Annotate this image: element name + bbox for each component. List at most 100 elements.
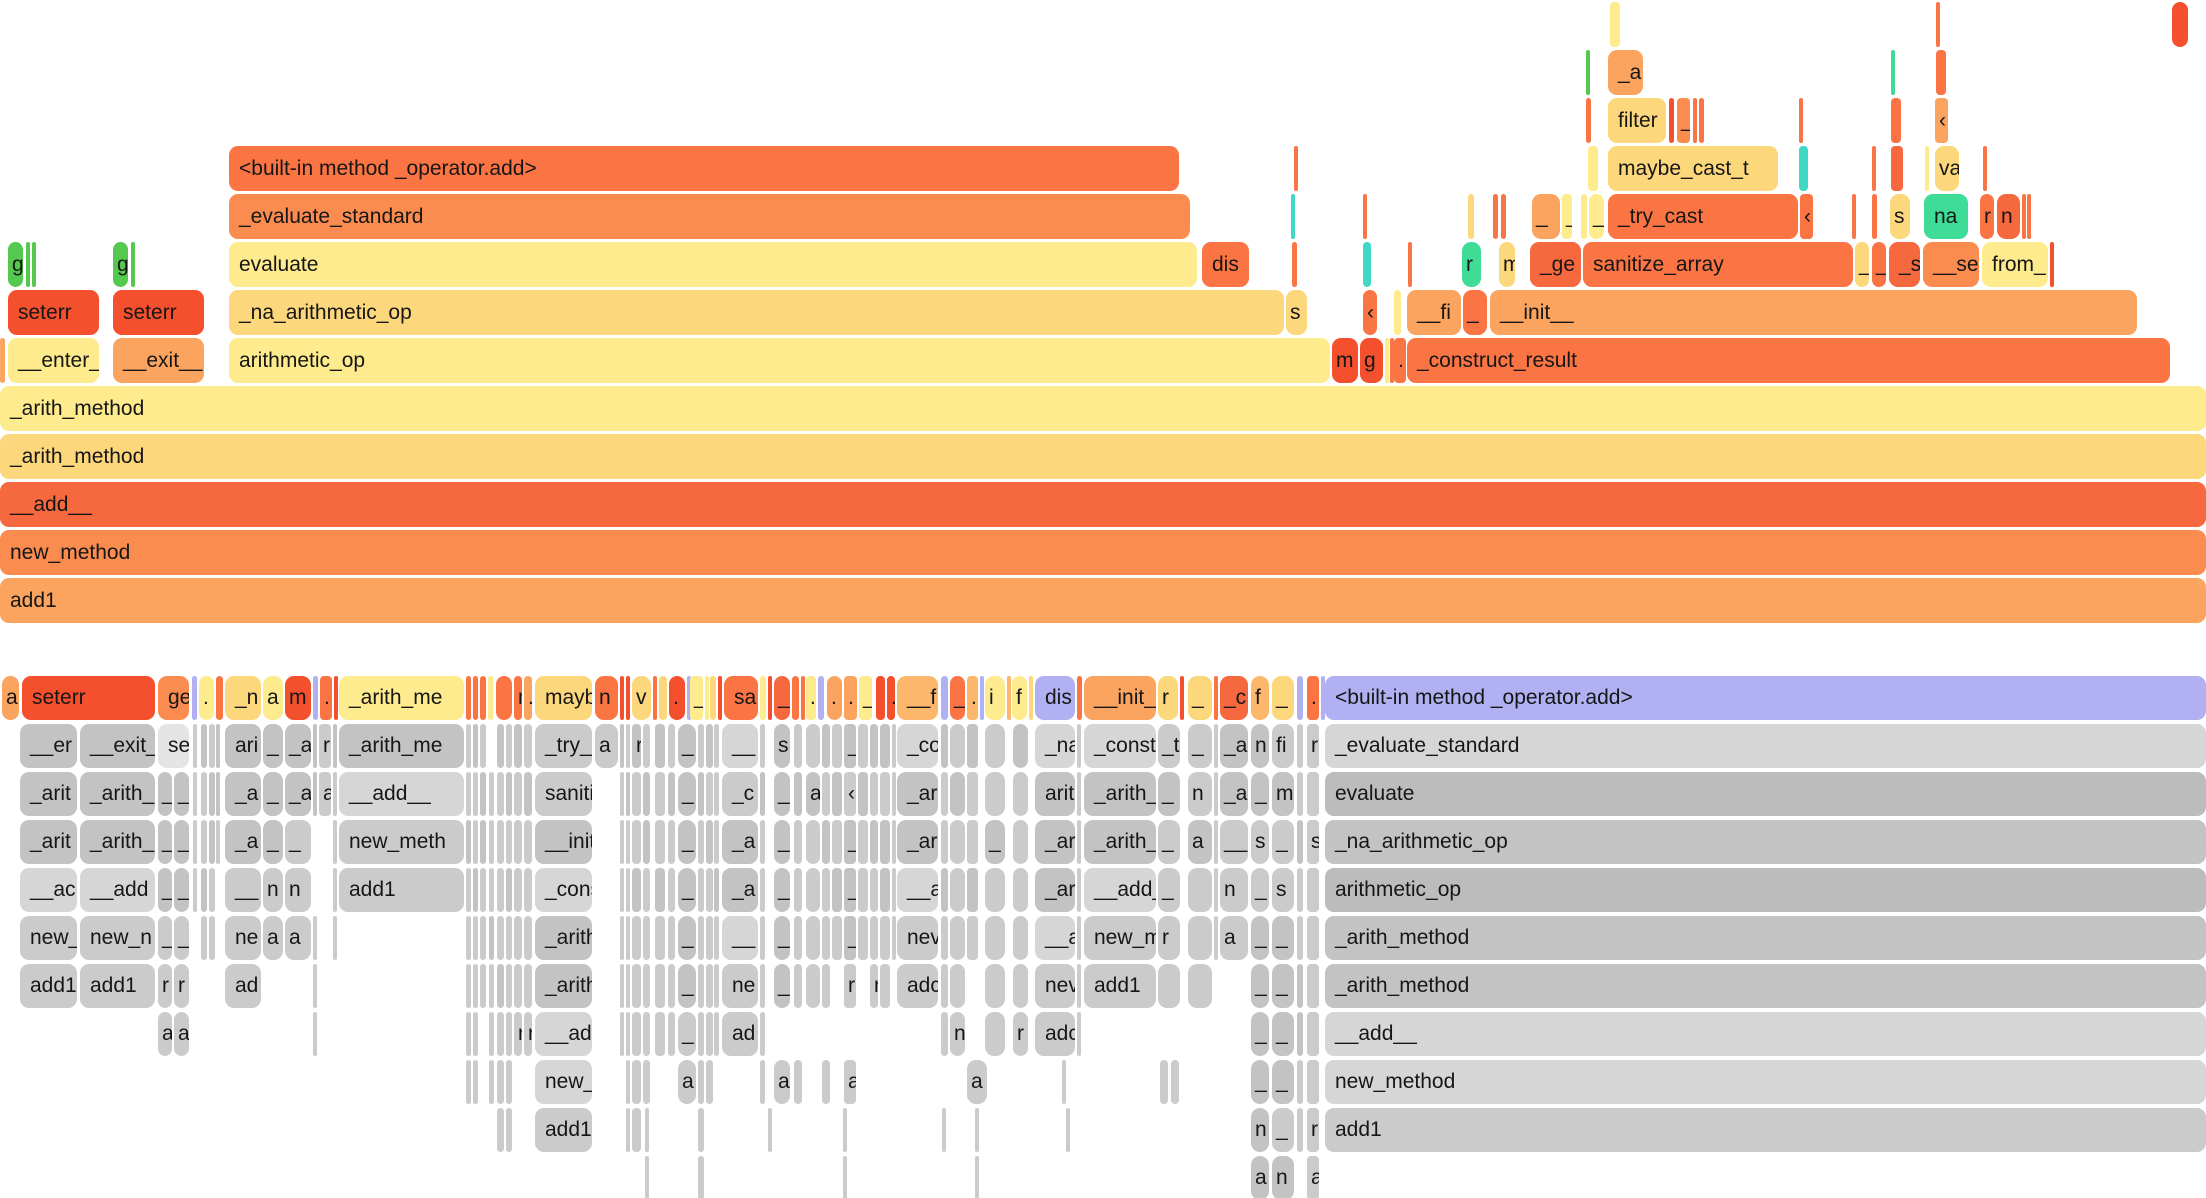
caller-frame-sliver[interactable]	[870, 772, 878, 816]
frame-bar-__init__[interactable]: __init__	[1490, 290, 2137, 335]
caller-frame-bar-_[interactable]: _	[774, 916, 790, 960]
caller-frame-sliver[interactable]	[1297, 1012, 1303, 1056]
caller-frame-bar-r[interactable]: r	[870, 964, 878, 1008]
caller-frame-sliver[interactable]	[880, 772, 890, 816]
caller-frame-bar-a[interactable]: a	[774, 1060, 790, 1104]
caller-frame-sliver[interactable]	[313, 964, 317, 1008]
caller-frame-sliver[interactable]	[1307, 964, 1319, 1008]
caller-frame-bar-n[interactable]: n	[1220, 868, 1248, 912]
caller-frame-sliver[interactable]	[714, 916, 719, 960]
frame-bar-sliver[interactable]	[1291, 194, 1295, 239]
caller-frame-sliver[interactable]	[1214, 724, 1218, 768]
frame-bar-g[interactable]: g	[113, 242, 128, 287]
caller-frame-sliver[interactable]	[655, 868, 665, 912]
frame-bar-sliver[interactable]: .	[887, 676, 895, 720]
caller-frame-sliver[interactable]	[473, 868, 478, 912]
caller-frame-bar-a[interactable]: a	[967, 1060, 987, 1104]
frame-bar-sliver[interactable]	[1799, 98, 1803, 143]
caller-frame-sliver[interactable]	[643, 772, 650, 816]
frame-bar-__exit__[interactable]: __exit__	[113, 338, 204, 383]
caller-frame-sliver[interactable]	[333, 916, 337, 960]
caller-frame-sliver[interactable]	[941, 820, 948, 864]
caller-frame-sliver[interactable]	[632, 772, 641, 816]
caller-frame-bar-_a[interactable]: _a	[722, 868, 758, 912]
frame-bar-sliver[interactable]	[2050, 242, 2054, 287]
caller-frame-bar-_arith_[interactable]: _arith_	[80, 772, 155, 816]
frame-bar-g[interactable]: g	[1360, 338, 1383, 383]
frame-bar-sliver[interactable]	[488, 676, 493, 720]
caller-frame-sliver[interactable]	[626, 820, 630, 864]
caller-frame-bar-new_method[interactable]: new_method	[1325, 1060, 2206, 1104]
caller-frame-bar-__a[interactable]: __a	[897, 868, 938, 912]
caller-frame-bar-__[interactable]: __	[722, 916, 758, 960]
caller-frame-bar-r[interactable]: r	[1307, 724, 1319, 768]
caller-frame-bar-__ac[interactable]: __ac	[20, 868, 77, 912]
caller-frame-sliver[interactable]	[714, 820, 719, 864]
caller-frame-sliver[interactable]	[473, 724, 478, 768]
caller-frame-sliver[interactable]	[806, 964, 820, 1008]
caller-frame-sliver[interactable]	[832, 868, 842, 912]
caller-frame-sliver[interactable]	[506, 1108, 512, 1152]
frame-bar-a[interactable]: a	[263, 676, 283, 720]
caller-frame-sliver[interactable]	[668, 772, 675, 816]
caller-frame-bar-_ar[interactable]: _ar	[897, 772, 938, 816]
caller-frame-bar-nev[interactable]: nev	[897, 916, 938, 960]
frame-bar-seterr[interactable]: seterr	[8, 290, 99, 335]
caller-frame-bar-_a[interactable]: _a	[285, 772, 311, 816]
caller-frame-sliver[interactable]	[794, 772, 802, 816]
caller-frame-bar-s[interactable]: s	[1307, 820, 1319, 864]
caller-frame-bar-_[interactable]: _	[1272, 964, 1294, 1008]
caller-frame-bar-r[interactable]: r	[1013, 1012, 1028, 1056]
caller-frame-sliver[interactable]	[201, 724, 207, 768]
caller-frame-sliver[interactable]	[668, 820, 675, 864]
frame-bar-__add__[interactable]: __add__	[0, 482, 2206, 527]
caller-frame-sliver[interactable]	[643, 820, 650, 864]
frame-bar-sliver[interactable]	[1936, 50, 1946, 95]
caller-frame-bar-new_m[interactable]: new_m	[535, 1060, 592, 1104]
caller-frame-bar-s[interactable]: s	[1251, 820, 1269, 864]
caller-frame-sliver[interactable]	[626, 1108, 630, 1152]
frame-bar-sliver[interactable]	[710, 676, 716, 720]
caller-frame-bar-__add[interactable]: __add	[80, 868, 155, 912]
caller-frame-sliver[interactable]	[822, 1060, 830, 1104]
caller-frame-bar-r[interactable]: r	[524, 1012, 532, 1056]
caller-frame-sliver[interactable]	[706, 772, 713, 816]
caller-frame-bar-_[interactable]: _	[774, 772, 790, 816]
caller-frame-sliver[interactable]	[794, 868, 802, 912]
caller-frame-sliver[interactable]	[216, 820, 220, 864]
caller-frame-sliver[interactable]	[698, 820, 704, 864]
caller-frame-sliver[interactable]	[209, 772, 215, 816]
caller-frame-sliver[interactable]	[645, 1156, 649, 1198]
frame-bar-_na_arithmetic_op[interactable]: _na_arithmetic_op	[229, 290, 1284, 335]
frame-bar-v[interactable]: v	[632, 676, 651, 720]
caller-frame-bar-__add_[interactable]: __add_	[1084, 868, 1156, 912]
frame-bar-_construct_result[interactable]: _construct_result	[1407, 338, 2170, 383]
frame-bar-sa[interactable]: sa	[724, 676, 758, 720]
frame-bar-r[interactable]: r	[1158, 676, 1178, 720]
caller-frame-sliver[interactable]	[760, 724, 765, 768]
caller-frame-sliver[interactable]	[1307, 916, 1319, 960]
frame-bar-r[interactable]: r	[1980, 194, 1994, 239]
frame-bar-ge[interactable]: ge	[158, 676, 189, 720]
caller-frame-bar-_arith_me[interactable]: _arith_me	[339, 724, 464, 768]
frame-bar-sliver[interactable]	[1669, 98, 1674, 143]
frame-bar-sliver[interactable]: .	[1307, 676, 1319, 720]
caller-frame-sliver[interactable]	[706, 820, 713, 864]
caller-frame-sliver[interactable]	[822, 964, 830, 1008]
frame-bar-sliver[interactable]	[705, 676, 709, 720]
frame-bar-sliver[interactable]	[876, 676, 885, 720]
caller-frame-sliver[interactable]	[706, 1060, 713, 1104]
caller-frame-sliver[interactable]	[760, 916, 765, 960]
caller-frame-bar-_[interactable]: _	[1158, 820, 1180, 864]
caller-frame-sliver[interactable]	[1077, 820, 1081, 864]
caller-frame-sliver[interactable]	[655, 820, 665, 864]
frame-bar-_[interactable]: _	[950, 676, 965, 720]
caller-frame-sliver[interactable]	[489, 868, 494, 912]
caller-frame-bar-_try_c[interactable]: _try_c	[535, 724, 592, 768]
frame-bar-sliver[interactable]	[1468, 194, 1474, 239]
caller-frame-sliver[interactable]	[1297, 964, 1303, 1008]
frame-bar-sliver[interactable]	[192, 676, 197, 720]
caller-frame-sliver[interactable]	[480, 964, 486, 1008]
caller-frame-sliver[interactable]	[843, 1108, 847, 1152]
caller-frame-sliver[interactable]	[620, 964, 624, 1008]
